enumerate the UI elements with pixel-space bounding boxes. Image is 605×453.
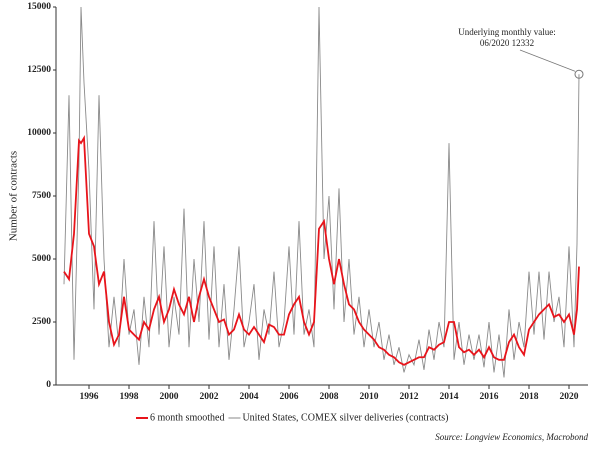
annotation-marker bbox=[574, 69, 584, 79]
y-tick-label: 15000 bbox=[27, 2, 51, 12]
x-tick-label: 1996 bbox=[80, 392, 99, 402]
annotation-text: 06/2020 12332 bbox=[480, 38, 534, 48]
annotation-text: Underlying monthly value: bbox=[458, 27, 555, 37]
legend-label: 6 month smoothed bbox=[150, 412, 224, 423]
legend-label: United States, COMEX silver deliveries (… bbox=[242, 412, 448, 423]
plot-area bbox=[63, 7, 580, 378]
y-tick-label: 10000 bbox=[27, 128, 51, 138]
x-tick-label: 2000 bbox=[160, 392, 179, 402]
x-tick-label: 2020 bbox=[560, 392, 579, 402]
y-tick-label: 12500 bbox=[27, 65, 51, 75]
x-tick-label: 1998 bbox=[120, 392, 139, 402]
annotation-line bbox=[519, 49, 576, 72]
y-axis-label: Number of contracts bbox=[8, 151, 20, 241]
x-tick-label: 2004 bbox=[240, 392, 259, 402]
x-tick-label: 2006 bbox=[280, 392, 299, 402]
source: Source: Longview Economics, Macrobond bbox=[435, 432, 588, 442]
x-tick-label: 2016 bbox=[480, 392, 499, 402]
x-tick-label: 2014 bbox=[440, 392, 459, 402]
x-tick-label: 2002 bbox=[200, 392, 219, 402]
x-tick-label: 2010 bbox=[360, 392, 379, 402]
y-tick-label: 7500 bbox=[32, 191, 51, 201]
series-line bbox=[63, 7, 580, 378]
series-line bbox=[63, 135, 580, 366]
x-tick-label: 2008 bbox=[320, 392, 339, 402]
y-tick-label: 5000 bbox=[32, 254, 51, 264]
x-tick-label: 2012 bbox=[400, 392, 419, 402]
x-tick-label: 2018 bbox=[520, 392, 539, 402]
y-tick-label: 2500 bbox=[32, 317, 51, 327]
y-tick-label: 0 bbox=[46, 380, 51, 390]
